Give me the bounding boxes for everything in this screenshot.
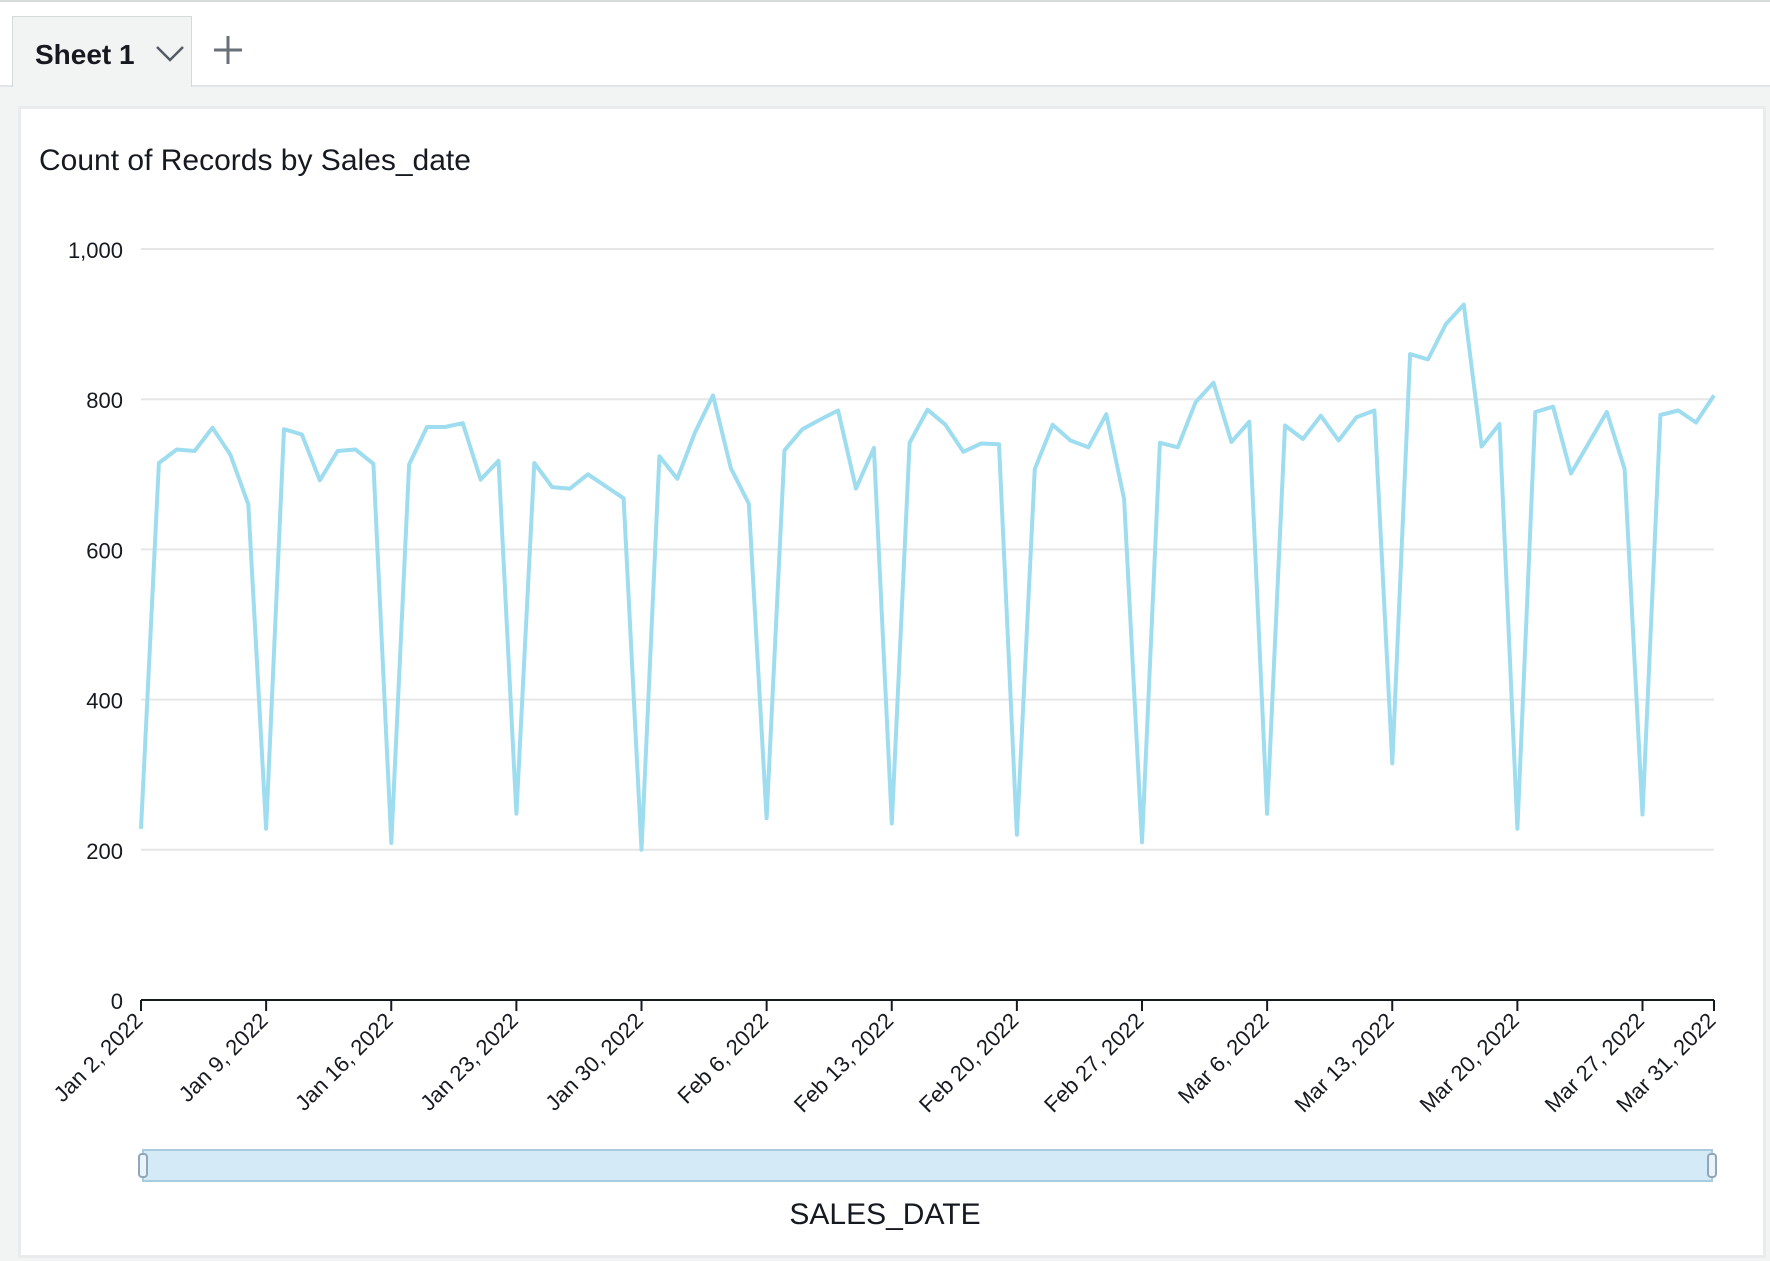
y-tick-label: 1,000 <box>68 238 123 263</box>
x-tick-label: Feb 13, 2022 <box>789 1008 898 1117</box>
x-tick-label: Feb 20, 2022 <box>914 1008 1023 1117</box>
x-axis-title: SALES_DATE <box>789 1198 981 1231</box>
scrollbar-handle <box>138 1153 148 1178</box>
x-tick-label: Feb 6, 2022 <box>672 1008 773 1109</box>
y-axis-tick-labels: 0 200 400 600 800 1,000 <box>68 238 123 1014</box>
x-tick-label: Jan 30, 2022 <box>540 1008 648 1116</box>
series-layer <box>139 302 1716 852</box>
y-tick-label: 600 <box>86 538 123 563</box>
x-tick-label: Feb 27, 2022 <box>1039 1008 1148 1117</box>
x-axis: Jan 2, 2022 Jan 9, 2022 Jan 16, 2022 Jan 23… <box>49 999 1721 1117</box>
x-tick-label: Jan 9, 2022 <box>174 1008 273 1107</box>
scrollbar-handle <box>1707 1153 1717 1178</box>
add-sheet-plus-icon[interactable] <box>212 34 244 66</box>
tab-sheet-1[interactable]: Sheet 1 <box>12 16 192 87</box>
x-tick-label: Jan 16, 2022 <box>290 1008 398 1116</box>
x-tick-label: Jan 2, 2022 <box>49 1008 148 1107</box>
y-tick-label: 0 <box>111 989 123 1014</box>
scrollbar-track <box>142 1149 1713 1182</box>
x-tick-label: Mar 13, 2022 <box>1289 1008 1398 1117</box>
sheet-tab-bar: Sheet 1 <box>0 2 1770 87</box>
range-scrollbar[interactable] <box>138 1149 1717 1182</box>
series-line <box>139 302 1716 852</box>
top-border <box>0 0 1770 2</box>
x-tick-label: Mar 20, 2022 <box>1415 1008 1524 1117</box>
tab-sheet-1-label: Sheet 1 <box>35 39 135 70</box>
line-chart-visual[interactable] <box>18 106 1766 1258</box>
chart-title: Count of Records by Sales_date <box>39 144 471 177</box>
y-tick-label: 800 <box>86 388 123 413</box>
x-tick-label: Jan 23, 2022 <box>415 1008 523 1116</box>
x-tick-label: Mar 6, 2022 <box>1173 1008 1274 1109</box>
chevron-down-icon[interactable] <box>154 41 186 65</box>
y-tick-label: 200 <box>86 839 123 864</box>
y-tick-label: 400 <box>86 689 123 714</box>
